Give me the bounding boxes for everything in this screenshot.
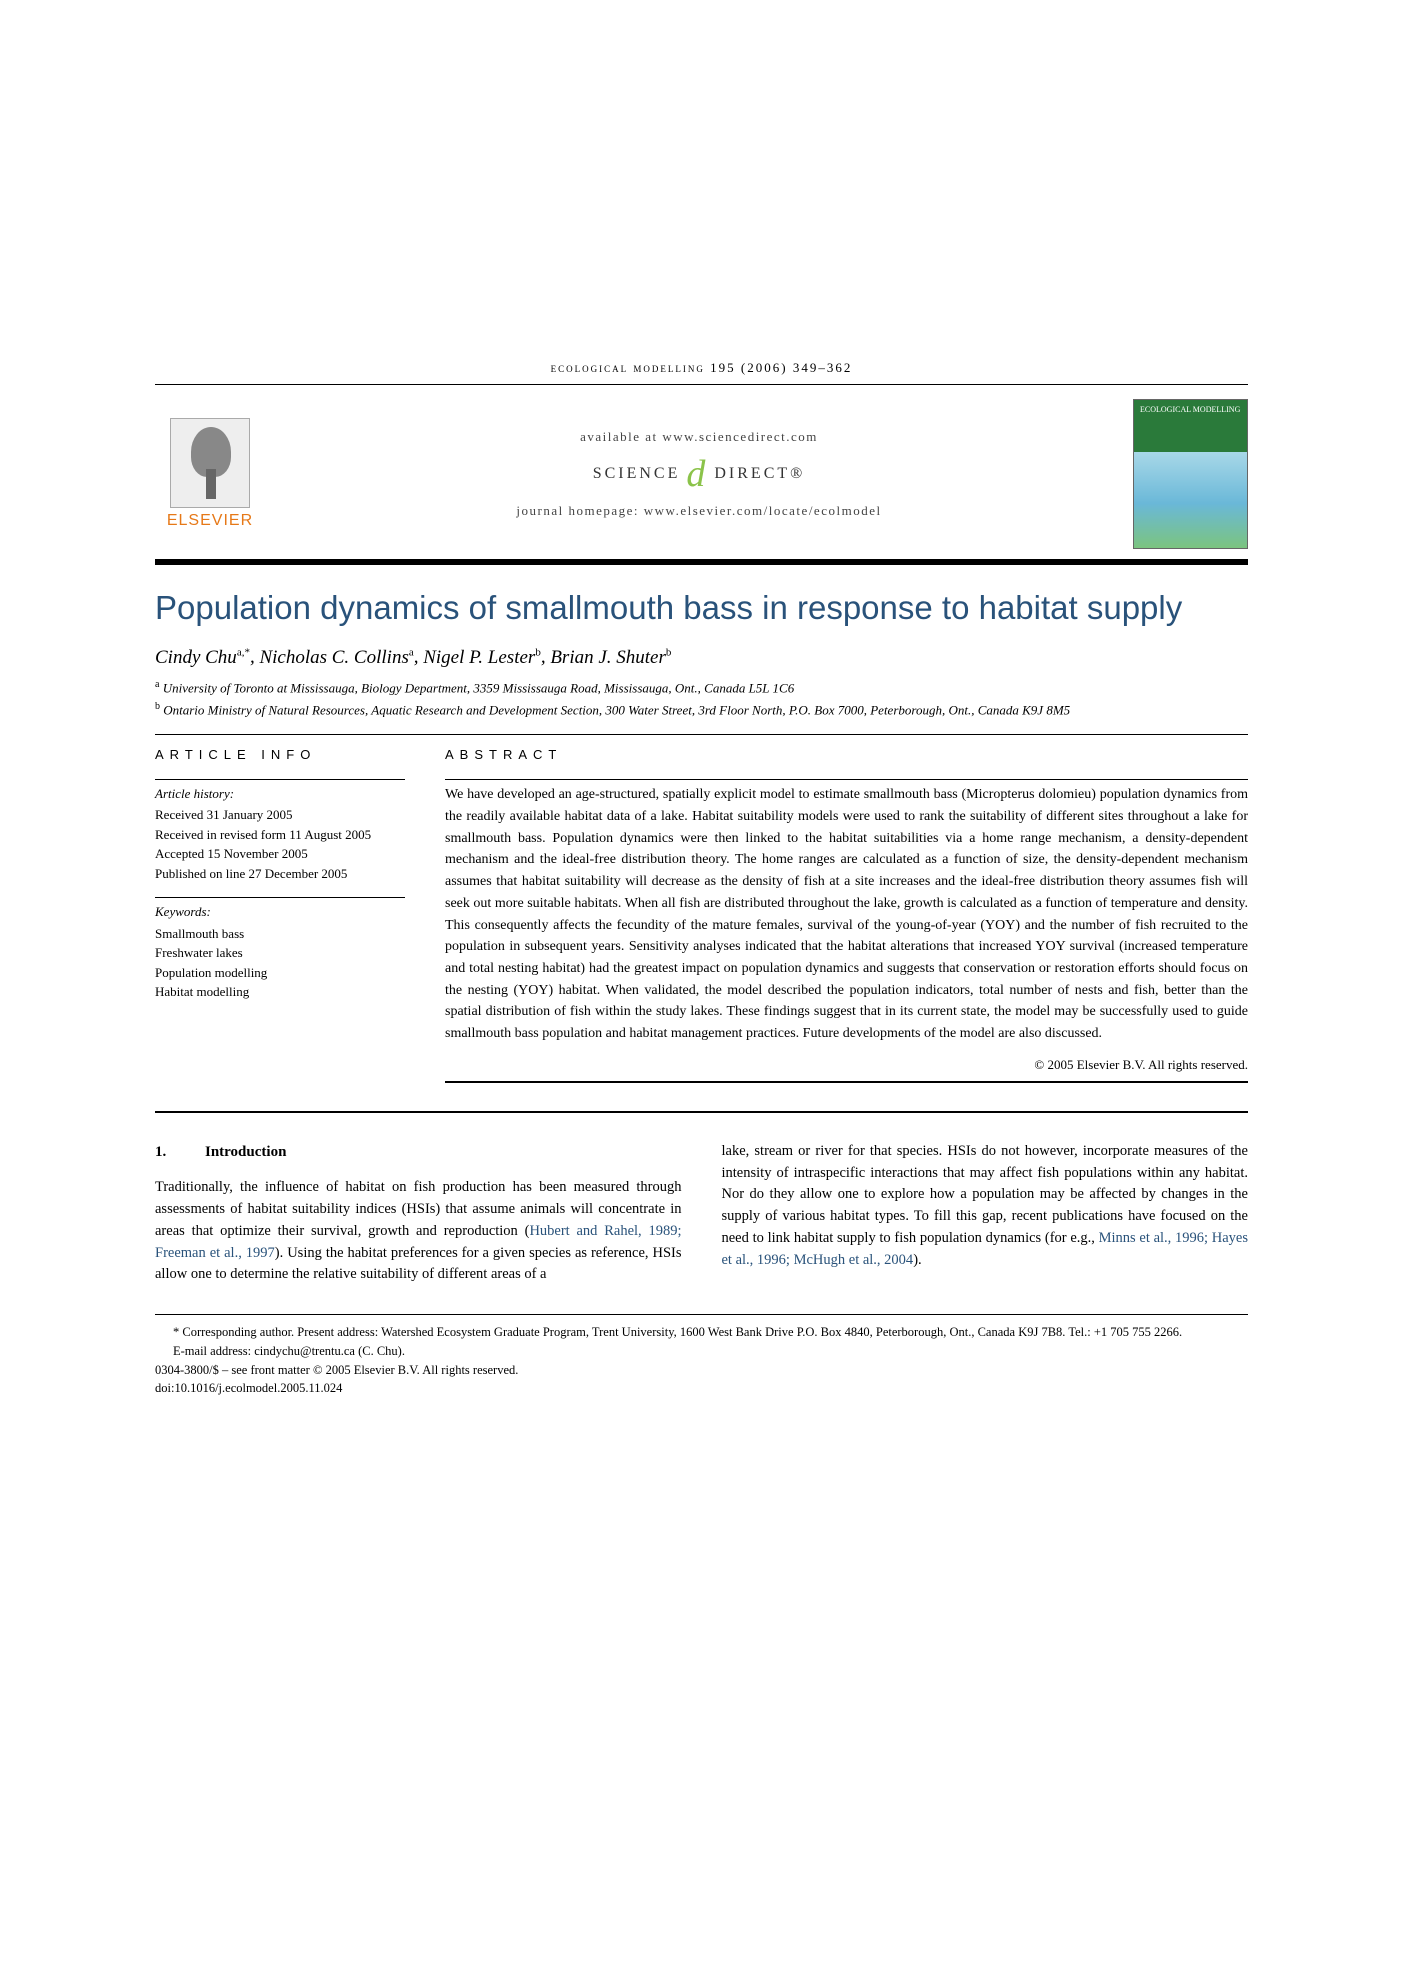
email-line: E-mail address: cindychu@trentu.ca (C. C… [155, 1342, 1248, 1361]
copyright: © 2005 Elsevier B.V. All rights reserved… [445, 1055, 1248, 1075]
thick-rule [155, 559, 1248, 565]
keyword: Freshwater lakes [155, 943, 405, 963]
section-number: 1. [155, 1141, 205, 1164]
affiliation: a University of Toronto at Mississauga, … [155, 677, 1248, 698]
abstract-text: We have developed an age-structured, spa… [445, 784, 1248, 1044]
journal-reference: ecological modelling 195 (2006) 349–362 [155, 360, 1248, 376]
body-columns: 1.Introduction Traditionally, the influe… [155, 1141, 1248, 1286]
rule [155, 779, 405, 780]
article-title: Population dynamics of smallmouth bass i… [155, 587, 1248, 628]
publisher-logo-block: ELSEVIER [155, 418, 265, 530]
author: Nicholas C. Collinsa [259, 647, 413, 668]
doi: doi:10.1016/j.ecolmodel.2005.11.024 [155, 1379, 1248, 1398]
received-date: Received 31 January 2005 [155, 805, 405, 825]
accepted-date: Accepted 15 November 2005 [155, 844, 405, 864]
affiliation: b Ontario Ministry of Natural Resources,… [155, 699, 1248, 720]
author: Brian J. Shuterb [550, 647, 671, 668]
section-title: Introduction [205, 1144, 286, 1160]
journal-homepage: journal homepage: www.elsevier.com/locat… [285, 503, 1113, 519]
available-at: available at www.sciencedirect.com [285, 429, 1113, 445]
page: ecological modelling 195 (2006) 349–362 … [0, 0, 1403, 1458]
paragraph: Traditionally, the influence of habitat … [155, 1177, 682, 1286]
rule [155, 897, 405, 898]
history-label: Article history: [155, 784, 405, 804]
keyword: Smallmouth bass [155, 924, 405, 944]
abstract-head: ABSTRACT [445, 745, 1248, 765]
revised-date: Received in revised form 11 August 2005 [155, 825, 405, 845]
rule [155, 734, 1248, 735]
rule [445, 1081, 1248, 1083]
keyword: Population modelling [155, 963, 405, 983]
banner-center: available at www.sciencedirect.com SCIEN… [265, 429, 1133, 520]
author-list: Cindy Chua,*, Nicholas C. Collinsa, Nige… [155, 646, 1248, 668]
sd-right: DIRECT® [714, 465, 805, 483]
cover-title: ECOLOGICAL MODELLING [1140, 406, 1241, 415]
keywords-label: Keywords: [155, 902, 405, 922]
online-date: Published on line 27 December 2005 [155, 864, 405, 884]
title-block: Population dynamics of smallmouth bass i… [155, 587, 1248, 628]
section-heading: 1.Introduction [155, 1141, 682, 1164]
article-info: ARTICLE INFO Article history: Received 3… [155, 745, 405, 1089]
footnotes: * Corresponding author. Present address:… [155, 1314, 1248, 1398]
column-right: lake, stream or river for that species. … [722, 1141, 1249, 1286]
keyword: Habitat modelling [155, 982, 405, 1002]
rule [155, 384, 1248, 385]
column-left: 1.Introduction Traditionally, the influe… [155, 1141, 682, 1286]
journal-cover: ECOLOGICAL MODELLING [1133, 399, 1248, 549]
keywords-block: Keywords: Smallmouth bass Freshwater lak… [155, 902, 405, 1002]
info-head: ARTICLE INFO [155, 745, 405, 765]
front-matter: 0304-3800/$ – see front matter © 2005 El… [155, 1361, 1248, 1380]
sciencedirect-logo: SCIENCE d DIRECT® [285, 463, 1113, 486]
abstract: ABSTRACT We have developed an age-struct… [445, 745, 1248, 1089]
author: Nigel P. Lesterb [423, 647, 541, 668]
rule [445, 779, 1248, 780]
rule [155, 1111, 1248, 1113]
author: Cindy Chua,* [155, 647, 250, 668]
sd-at-icon: d [686, 463, 708, 486]
sd-left: SCIENCE [593, 465, 681, 483]
info-abstract-row: ARTICLE INFO Article history: Received 3… [155, 745, 1248, 1089]
paragraph: lake, stream or river for that species. … [722, 1141, 1249, 1272]
corresponding-author: * Corresponding author. Present address:… [155, 1323, 1248, 1342]
elsevier-tree-icon [170, 418, 250, 508]
publisher-name: ELSEVIER [155, 512, 265, 530]
email-address[interactable]: cindychu@trentu.ca (C. Chu). [254, 1344, 405, 1358]
top-banner: ELSEVIER available at www.sciencedirect.… [155, 389, 1248, 559]
